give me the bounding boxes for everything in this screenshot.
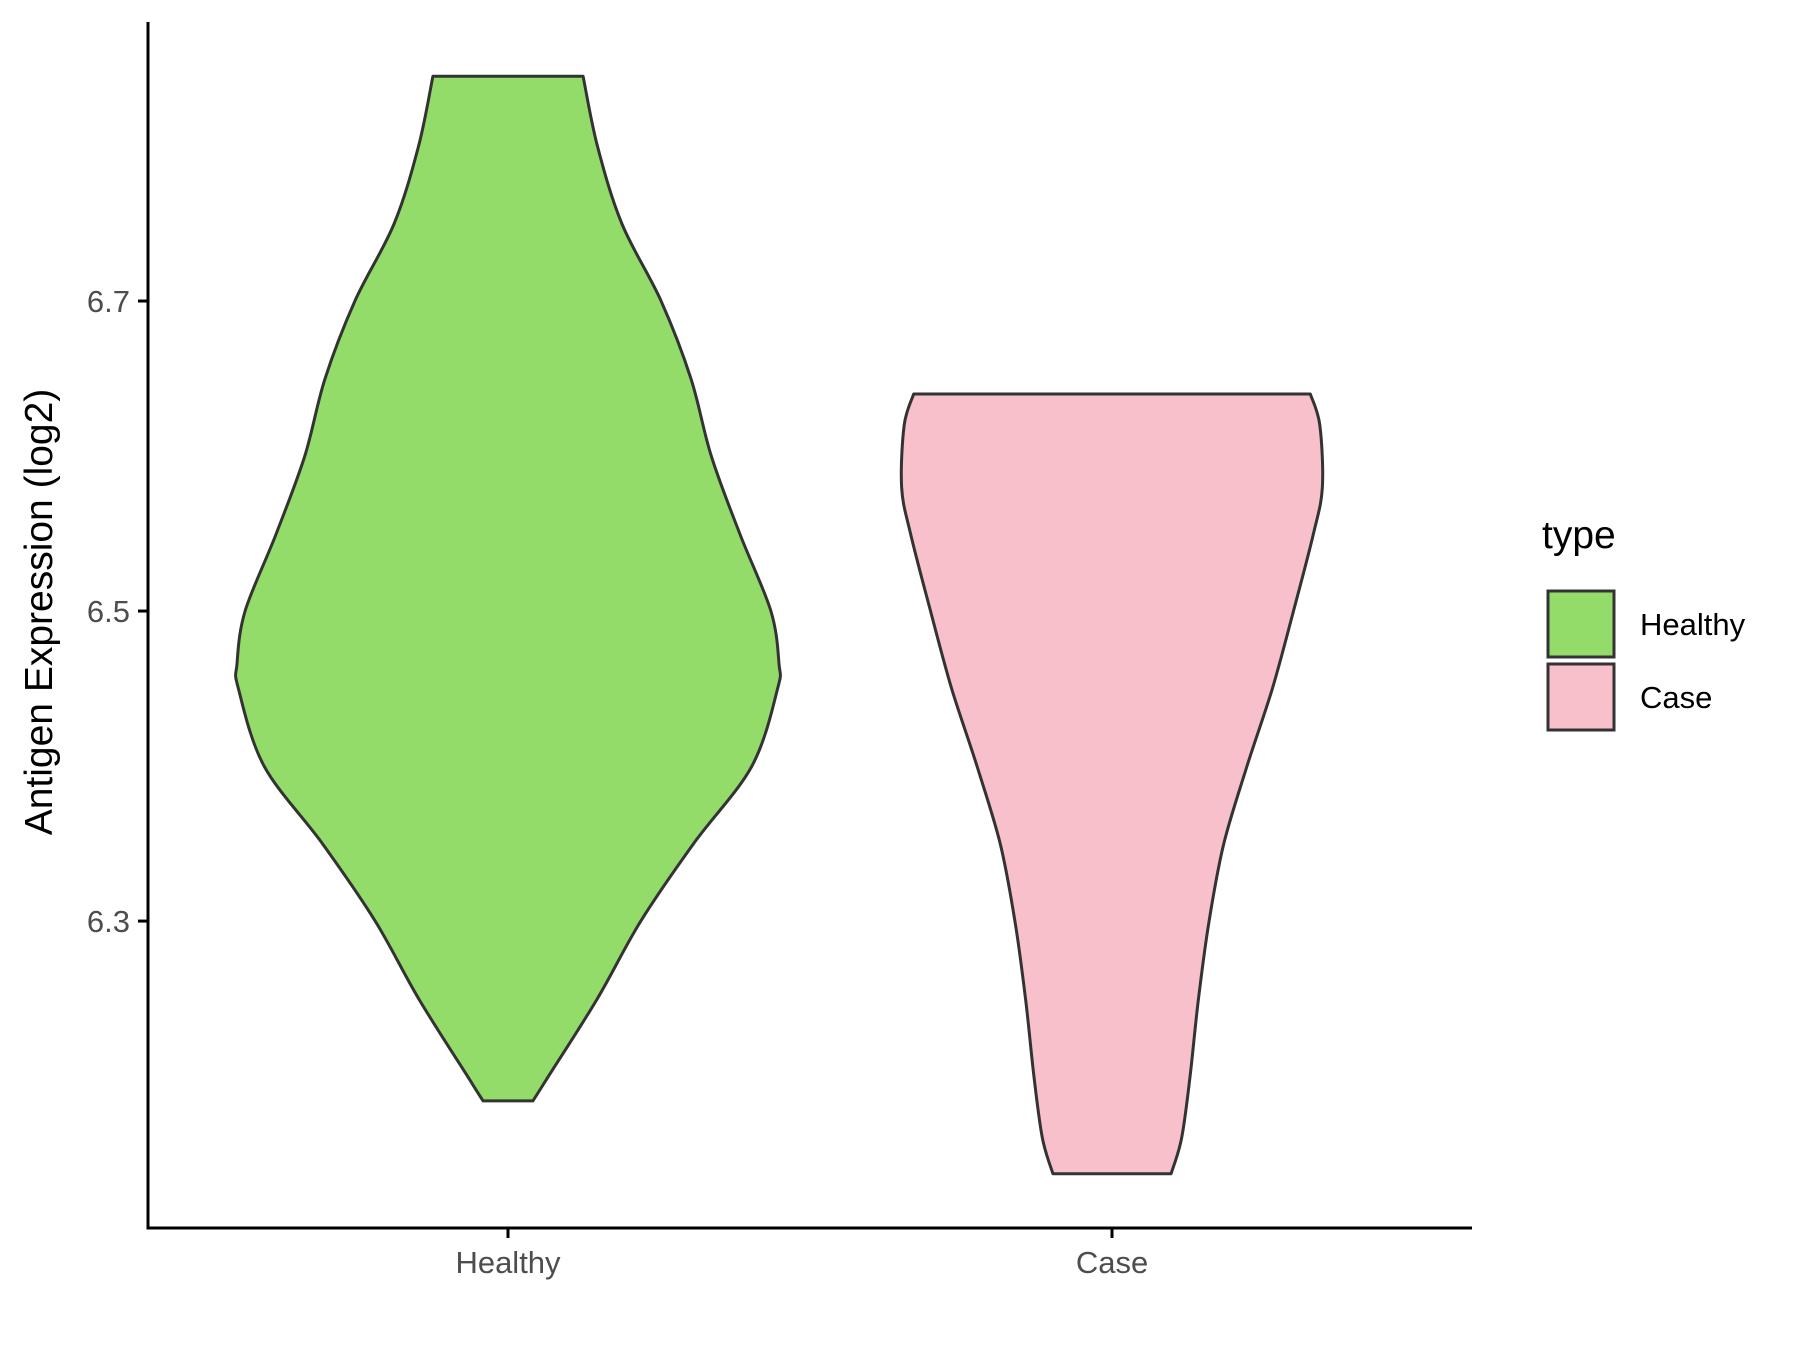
legend-key-case xyxy=(1546,662,1616,732)
y-axis-title: Antigen Expression (log2) xyxy=(18,389,61,836)
x-tick-label: Case xyxy=(1076,1245,1148,1280)
violin-case xyxy=(899,392,1325,1176)
legend-title: type xyxy=(1542,514,1616,557)
legend-key-healthy xyxy=(1546,589,1616,659)
plot-area xyxy=(234,74,1325,1176)
y-tick-label: 6.5 xyxy=(87,594,130,629)
axes: 6.3 6.5 6.7 Healthy Case xyxy=(87,22,1472,1280)
y-tick-label: 6.7 xyxy=(87,284,130,319)
legend: type Healthy Case xyxy=(1542,514,1746,732)
y-tick-label: 6.3 xyxy=(87,904,130,939)
legend-label-healthy: Healthy xyxy=(1640,607,1746,642)
x-tick-label: Healthy xyxy=(455,1245,561,1280)
legend-label-case: Case xyxy=(1640,680,1712,715)
violin-healthy xyxy=(234,74,782,1103)
